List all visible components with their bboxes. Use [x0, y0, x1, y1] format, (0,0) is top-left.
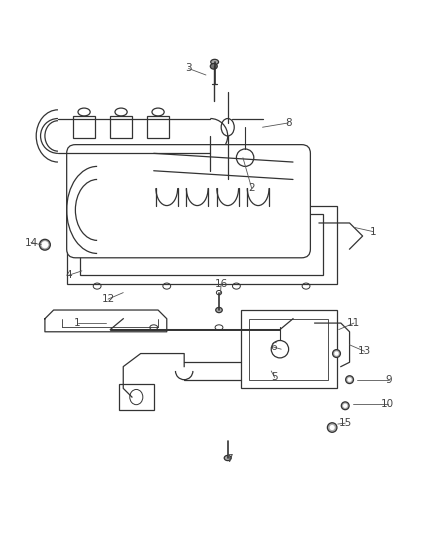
Bar	[119, 384, 154, 410]
Ellipse shape	[343, 403, 347, 408]
Ellipse shape	[341, 402, 349, 410]
Text: 10: 10	[381, 399, 395, 409]
Ellipse shape	[346, 376, 353, 384]
Text: 16: 16	[215, 279, 228, 289]
Bar	[67, 206, 336, 284]
Bar	[250, 319, 328, 379]
Text: 5: 5	[272, 373, 278, 383]
Ellipse shape	[211, 59, 219, 64]
Text: 7: 7	[226, 454, 233, 464]
Ellipse shape	[224, 455, 231, 461]
Text: 15: 15	[339, 418, 352, 428]
FancyBboxPatch shape	[67, 144, 311, 258]
Text: 2: 2	[248, 183, 255, 193]
Ellipse shape	[332, 350, 340, 358]
Ellipse shape	[347, 377, 352, 382]
Text: 9: 9	[385, 375, 392, 385]
Text: 11: 11	[347, 318, 360, 328]
Text: 4: 4	[66, 270, 72, 280]
Text: 1: 1	[74, 318, 81, 328]
Text: 13: 13	[358, 346, 371, 357]
Ellipse shape	[327, 423, 337, 432]
Bar	[80, 214, 323, 275]
Ellipse shape	[216, 308, 222, 313]
Text: 1: 1	[370, 227, 377, 237]
Text: 3: 3	[185, 63, 192, 74]
Ellipse shape	[210, 63, 217, 69]
Ellipse shape	[39, 239, 50, 250]
Ellipse shape	[329, 425, 335, 430]
Bar	[110, 116, 132, 138]
Text: 14: 14	[25, 238, 38, 247]
Ellipse shape	[42, 241, 48, 248]
Text: 6: 6	[270, 342, 277, 352]
Text: 8: 8	[285, 118, 292, 128]
Text: 12: 12	[101, 294, 115, 304]
Bar	[241, 310, 336, 389]
Ellipse shape	[334, 351, 339, 356]
Bar	[147, 116, 169, 138]
Bar	[73, 116, 95, 138]
